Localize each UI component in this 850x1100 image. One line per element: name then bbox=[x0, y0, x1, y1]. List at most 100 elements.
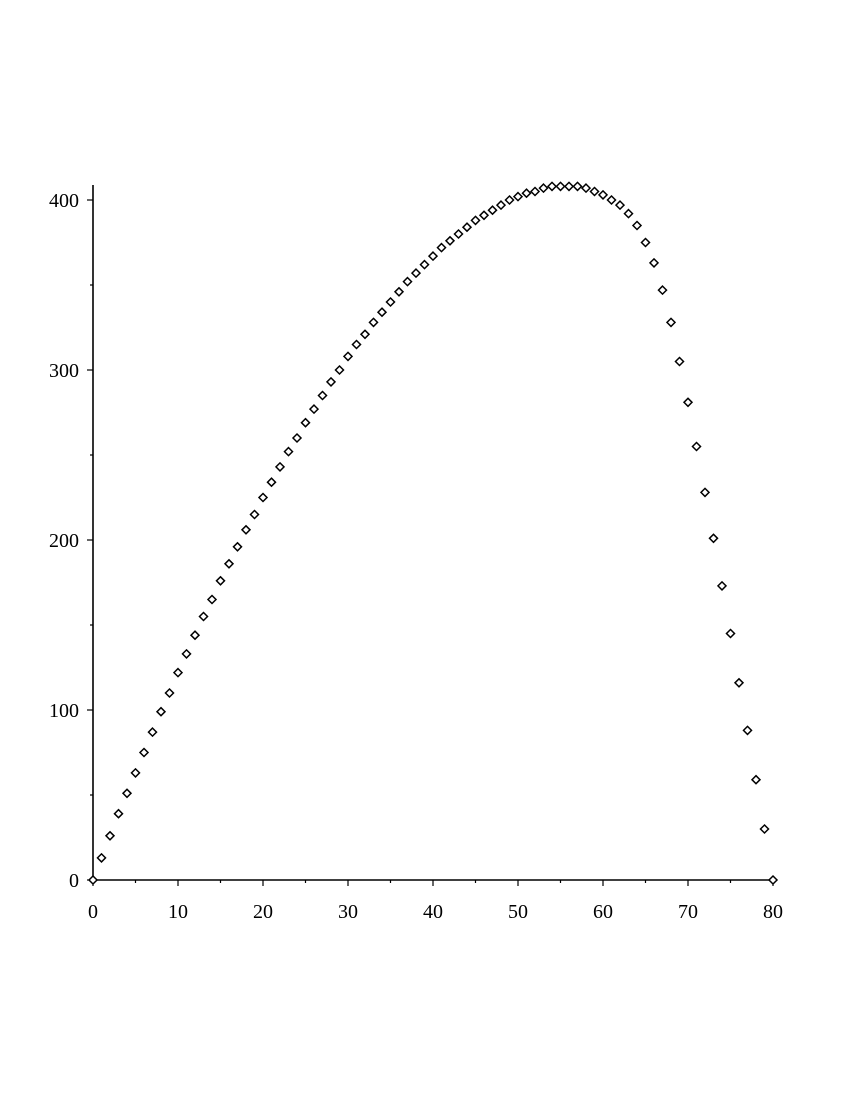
data-point bbox=[478, 210, 490, 221]
data-point bbox=[189, 630, 201, 641]
y-tick-label: 0 bbox=[69, 870, 79, 892]
data-point bbox=[96, 852, 107, 863]
data-point bbox=[640, 237, 651, 248]
data-point bbox=[767, 874, 779, 886]
data-point bbox=[206, 594, 218, 605]
data-point bbox=[461, 222, 473, 233]
data-point bbox=[130, 767, 141, 778]
data-point bbox=[563, 181, 575, 192]
data-point bbox=[444, 235, 456, 246]
data-point bbox=[283, 446, 294, 457]
x-tick-label: 70 bbox=[678, 901, 698, 923]
data-point bbox=[368, 317, 379, 328]
data-point bbox=[631, 220, 643, 231]
data-point bbox=[215, 575, 226, 586]
data-point bbox=[359, 329, 371, 340]
data-point bbox=[572, 181, 583, 192]
x-tick-label: 60 bbox=[593, 901, 613, 923]
data-point bbox=[376, 307, 388, 318]
data-point bbox=[495, 200, 507, 211]
data-point bbox=[597, 189, 609, 200]
x-tick-label: 40 bbox=[423, 901, 443, 923]
data-point bbox=[240, 524, 252, 535]
data-point bbox=[589, 186, 600, 197]
data-point bbox=[623, 208, 634, 219]
data-point bbox=[699, 487, 711, 498]
data-point bbox=[665, 317, 677, 328]
y-axis-ticks: 0 100 200 300 400 bbox=[49, 190, 93, 892]
data-point bbox=[512, 191, 524, 202]
data-point bbox=[274, 461, 286, 472]
data-point bbox=[138, 747, 150, 758]
y-tick-label: 200 bbox=[49, 530, 79, 552]
data-point bbox=[453, 228, 464, 240]
x-tick-label: 50 bbox=[508, 901, 528, 923]
data-point bbox=[733, 677, 745, 688]
data-point bbox=[538, 183, 549, 194]
data-points bbox=[87, 181, 779, 886]
data-point bbox=[317, 390, 328, 401]
data-point bbox=[716, 580, 728, 591]
data-point bbox=[351, 339, 362, 350]
data-point bbox=[436, 242, 447, 253]
data-point bbox=[614, 200, 626, 211]
data-point bbox=[291, 432, 303, 444]
data-point bbox=[257, 492, 269, 503]
x-axis-ticks: 0 10 20 30 40 50 60 70 80 bbox=[88, 880, 783, 923]
x-tick-label: 80 bbox=[763, 901, 783, 923]
data-point bbox=[87, 874, 99, 886]
data-point bbox=[521, 188, 532, 199]
data-point bbox=[580, 183, 592, 194]
x-tick-label: 20 bbox=[253, 901, 273, 923]
data-point bbox=[674, 356, 685, 367]
data-point bbox=[266, 477, 277, 488]
data-point bbox=[223, 558, 235, 569]
data-point bbox=[529, 186, 541, 197]
data-point bbox=[682, 397, 694, 408]
x-tick-label: 30 bbox=[338, 901, 358, 923]
data-point bbox=[147, 727, 158, 738]
data-point bbox=[742, 725, 753, 736]
data-point bbox=[113, 808, 124, 819]
data-point bbox=[249, 509, 260, 520]
data-point bbox=[555, 181, 566, 192]
data-point bbox=[155, 706, 167, 717]
data-point bbox=[325, 376, 337, 387]
data-point bbox=[487, 205, 498, 216]
x-tick-label: 10 bbox=[168, 901, 188, 923]
data-point bbox=[708, 533, 719, 544]
data-point bbox=[691, 441, 702, 452]
data-point bbox=[470, 215, 481, 226]
data-point bbox=[427, 251, 439, 262]
data-point bbox=[725, 628, 736, 639]
data-point bbox=[121, 788, 133, 799]
data-point bbox=[419, 259, 430, 270]
data-point bbox=[657, 285, 668, 296]
y-tick-label: 400 bbox=[49, 190, 79, 212]
data-point bbox=[308, 404, 320, 415]
data-point bbox=[172, 667, 184, 678]
data-point bbox=[342, 351, 354, 362]
data-point bbox=[410, 268, 422, 279]
y-tick-label: 300 bbox=[49, 360, 79, 382]
data-point bbox=[750, 774, 762, 785]
data-point bbox=[393, 286, 405, 297]
data-point bbox=[385, 296, 396, 308]
data-point bbox=[334, 364, 345, 376]
data-point bbox=[504, 194, 515, 206]
data-point bbox=[300, 417, 311, 428]
data-point bbox=[648, 257, 660, 268]
x-tick-label: 0 bbox=[88, 901, 98, 923]
data-point bbox=[232, 541, 243, 552]
data-point bbox=[181, 648, 192, 659]
data-point bbox=[198, 611, 209, 622]
axes bbox=[92, 185, 773, 881]
data-point bbox=[104, 830, 116, 841]
y-tick-label: 100 bbox=[49, 700, 79, 722]
data-point bbox=[759, 823, 770, 835]
data-point bbox=[606, 194, 617, 206]
data-point bbox=[546, 181, 558, 192]
data-point bbox=[164, 687, 175, 699]
data-point bbox=[402, 276, 413, 287]
